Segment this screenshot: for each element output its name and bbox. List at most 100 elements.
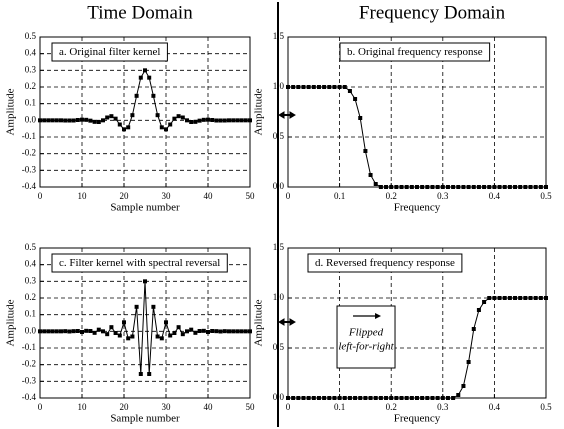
- data-point: [327, 85, 332, 89]
- title-box: [307, 253, 463, 273]
- data-point: [487, 296, 492, 300]
- data-point: [466, 360, 471, 364]
- data-point: [399, 185, 404, 189]
- data-point: [502, 185, 507, 189]
- data-point: [409, 396, 414, 400]
- data-point: [46, 118, 51, 123]
- data-point: [214, 118, 219, 123]
- data-point: [54, 118, 59, 123]
- data-point: [492, 185, 497, 189]
- data-point: [176, 114, 181, 119]
- data-point: [373, 396, 378, 400]
- data-point: [316, 396, 321, 400]
- data-point: [147, 75, 152, 80]
- data-point: [88, 329, 93, 333]
- data-point: [368, 396, 373, 400]
- data-point: [296, 396, 301, 400]
- data-point: [248, 329, 252, 334]
- data-point: [67, 118, 72, 123]
- data-point: [518, 185, 523, 189]
- y-tick-label: 0.0: [273, 392, 285, 402]
- data-point: [109, 114, 114, 119]
- x-tick-label: 40: [204, 191, 214, 201]
- data-point: [147, 372, 152, 376]
- data-point: [180, 332, 185, 337]
- x-tick-label: 40: [204, 402, 214, 412]
- data-point: [172, 331, 177, 335]
- y-axis-label: Amplitude: [253, 299, 265, 346]
- data-point: [327, 396, 332, 400]
- data-point: [210, 118, 215, 122]
- data-point: [322, 85, 327, 89]
- data-point: [231, 118, 236, 123]
- data-point: [533, 296, 538, 300]
- y-tick-label: 0.3: [25, 64, 37, 74]
- data-point: [151, 93, 156, 98]
- data-point: [286, 85, 290, 89]
- data-point: [197, 118, 202, 123]
- y-tick-label: 0.5: [273, 342, 285, 352]
- y-tick-label: -0.2: [22, 359, 36, 369]
- data-point: [63, 329, 68, 334]
- y-tick-label: 1.5: [273, 242, 285, 252]
- title-box: [51, 42, 168, 62]
- x-tick-label: 0.4: [489, 191, 501, 201]
- chart-title: d. Reversed frequency response: [315, 257, 455, 269]
- y-axis-label: Amplitude: [5, 88, 17, 135]
- data-point: [239, 118, 244, 123]
- data-point: [172, 116, 177, 121]
- data-point: [430, 396, 435, 400]
- data-point: [528, 296, 533, 300]
- data-point: [71, 329, 76, 334]
- data-point: [101, 329, 105, 334]
- y-axis-label: Amplitude: [5, 299, 17, 346]
- x-tick-label: 30: [162, 191, 172, 201]
- data-point: [476, 185, 481, 189]
- data-point: [518, 296, 523, 300]
- data-point: [80, 330, 84, 334]
- data-point: [164, 320, 168, 325]
- plot-frame: [39, 36, 251, 188]
- data-point: [425, 396, 430, 400]
- data-point: [227, 118, 231, 123]
- data-point: [389, 396, 394, 400]
- data-point: [84, 328, 89, 333]
- data-point: [138, 75, 143, 80]
- data-point: [399, 396, 404, 400]
- data-point: [193, 330, 198, 335]
- data-point: [63, 118, 68, 123]
- data-point: [507, 185, 512, 189]
- data-point: [306, 396, 311, 400]
- data-point: [235, 329, 240, 334]
- data-point: [353, 396, 358, 400]
- data-point: [201, 328, 206, 333]
- data-point: [126, 125, 131, 130]
- data-point: [425, 185, 430, 189]
- data-point: [96, 120, 101, 124]
- data-point: [71, 118, 76, 123]
- data-point: [46, 329, 51, 334]
- data-point: [311, 396, 316, 400]
- data-point: [113, 331, 118, 335]
- data-point: [451, 185, 456, 189]
- data-point: [497, 296, 502, 300]
- data-point: [96, 327, 101, 332]
- data-point: [134, 304, 139, 309]
- title-box: [51, 253, 228, 273]
- data-point: [176, 325, 181, 330]
- data-point: [415, 185, 419, 189]
- x-tick-label: 50: [246, 402, 256, 412]
- data-point: [218, 329, 223, 334]
- data-point: [316, 85, 321, 89]
- data-point: [461, 384, 466, 388]
- data-point: [105, 332, 110, 337]
- data-point: [42, 118, 47, 123]
- data-point: [497, 185, 502, 189]
- data-point: [404, 185, 409, 189]
- data-point: [492, 296, 497, 300]
- data-point: [301, 396, 306, 400]
- data-point: [342, 396, 347, 400]
- y-tick-label: 0.4: [25, 48, 37, 58]
- y-tick-label: -0.3: [22, 375, 37, 385]
- y-tick-label: 0.1: [25, 98, 36, 108]
